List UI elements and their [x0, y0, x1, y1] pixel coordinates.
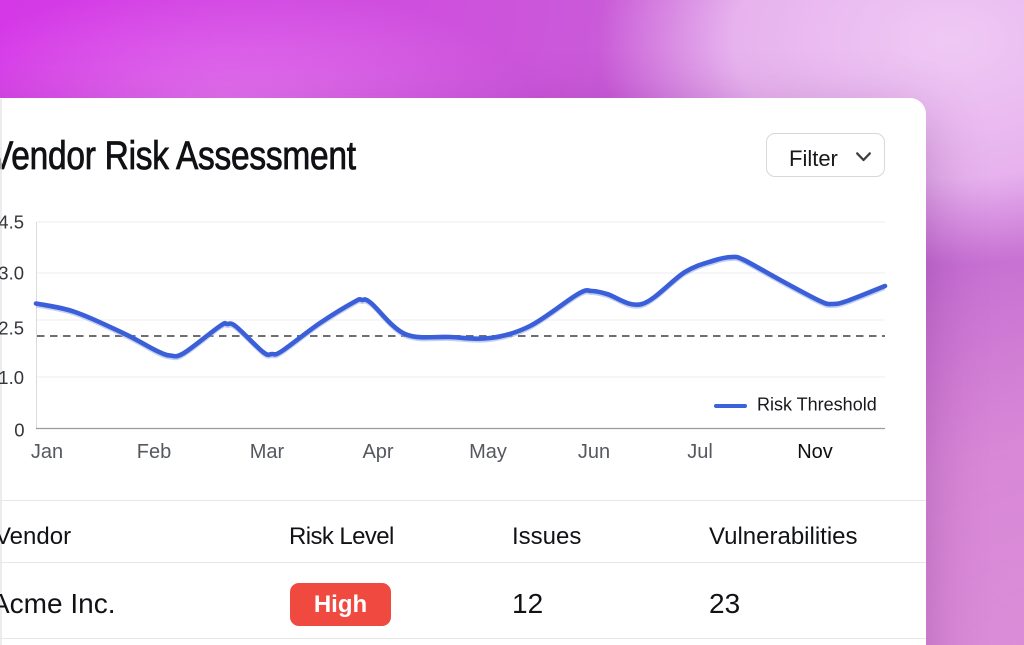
svg-text:Risk Threshold: Risk Threshold	[757, 395, 877, 415]
svg-text:4.5: 4.5	[0, 212, 24, 233]
svg-text:Feb: Feb	[137, 441, 171, 463]
svg-text:Mar: Mar	[250, 441, 285, 463]
svg-text:3.0: 3.0	[0, 263, 24, 284]
svg-text:Jan: Jan	[31, 441, 63, 463]
svg-text:Jun: Jun	[578, 441, 610, 463]
svg-text:Apr: Apr	[362, 441, 393, 463]
svg-text:2.5: 2.5	[0, 318, 24, 339]
svg-text:0: 0	[14, 420, 24, 441]
svg-text:Nov: Nov	[797, 441, 833, 463]
svg-text:1.0: 1.0	[0, 367, 24, 388]
svg-text:Jul: Jul	[687, 441, 713, 463]
svg-text:May: May	[469, 441, 507, 463]
